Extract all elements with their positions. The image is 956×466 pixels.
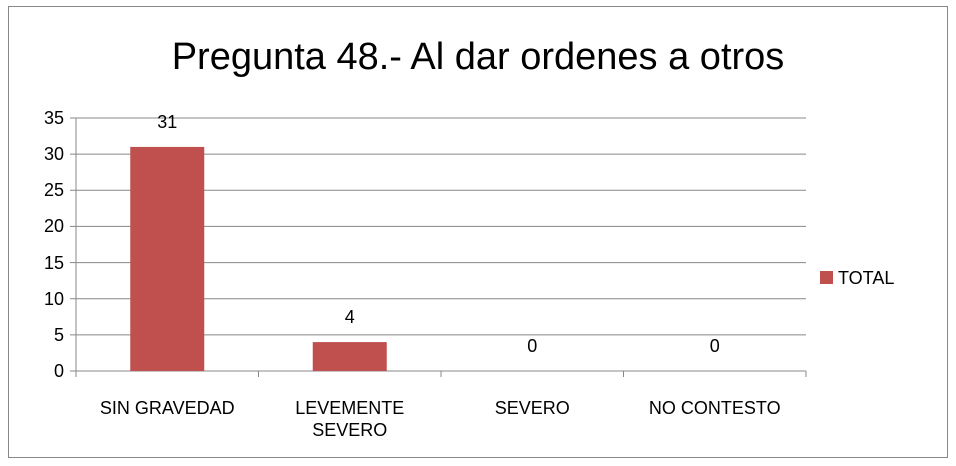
- y-tick-label: 0: [53, 361, 64, 381]
- bar: [130, 146, 205, 371]
- data-label: 0: [709, 336, 720, 356]
- x-tick-label: NO CONTESTO: [648, 398, 781, 418]
- data-label: 4: [344, 307, 355, 328]
- legend-label: TOTAL: [838, 268, 895, 288]
- x-tick-label: SIN GRAVEDAD: [99, 398, 235, 418]
- data-label: 31: [157, 111, 178, 132]
- y-tick-label: 15: [43, 252, 64, 273]
- data-label: 0: [527, 336, 538, 356]
- y-tick-label: 10: [43, 288, 64, 309]
- y-tick-label: 5: [53, 324, 64, 345]
- y-tick-label: 35: [43, 108, 64, 128]
- y-tick-label: 20: [43, 216, 64, 237]
- chart-title: Pregunta 48.- Al dar ordenes a otros: [171, 36, 785, 78]
- y-tick-label: 30: [43, 144, 64, 165]
- legend-swatch: [820, 271, 833, 284]
- y-tick-label: 25: [43, 180, 64, 201]
- bar: [312, 342, 387, 371]
- x-tick-label: LEVEMENTE SEVERO: [295, 398, 405, 440]
- x-tick-label: SEVERO: [494, 398, 570, 418]
